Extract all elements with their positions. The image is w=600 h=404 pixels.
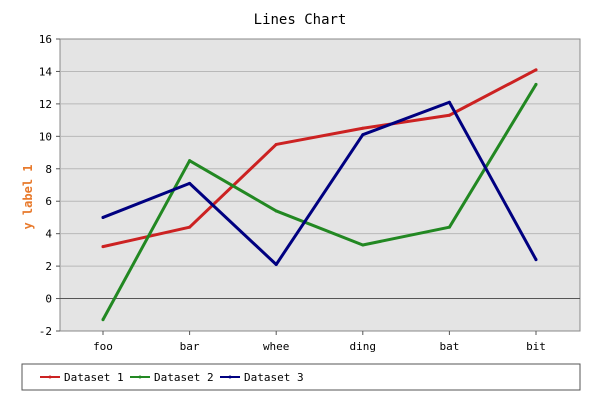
data-point [101, 318, 105, 322]
y-tick-label: 8 [45, 163, 52, 176]
x-tick-label: ding [350, 340, 377, 353]
series-line-3 [101, 100, 538, 266]
series-line-1 [101, 68, 538, 249]
legend-marker [48, 375, 52, 379]
y-tick-label: 4 [45, 228, 52, 241]
data-point [534, 82, 538, 86]
data-point [361, 126, 365, 130]
data-point [188, 225, 192, 229]
y-tick-label: 14 [39, 65, 53, 78]
data-point [101, 215, 105, 219]
axes: -2 0 2 4 6 8 10 12 14 16 foo bar whee ding bat bit [39, 33, 546, 353]
plot-area [59, 38, 581, 332]
x-tick-label: bar [180, 340, 200, 353]
data-point [447, 113, 451, 117]
y-tick-label: 16 [39, 33, 52, 46]
legend-marker [228, 375, 232, 379]
y-tick-label: 2 [45, 260, 52, 273]
y-tick-label: 12 [39, 98, 52, 111]
series-line-2 [101, 82, 538, 322]
x-tick-label: whee [263, 340, 290, 353]
y-tick-label: 6 [45, 195, 52, 208]
data-point [361, 133, 365, 137]
legend [21, 363, 581, 391]
x-tick-label: foo [93, 340, 113, 353]
x-tick-label: bat [439, 340, 459, 353]
data-point [188, 159, 192, 163]
data-point [101, 245, 105, 249]
x-tick-label: bit [526, 340, 546, 353]
data-point [534, 258, 538, 262]
y-tick-label: 0 [45, 293, 52, 306]
y-tick-label: -2 [39, 325, 52, 338]
data-point [361, 243, 365, 247]
data-point [188, 181, 192, 185]
data-point [274, 209, 278, 213]
data-point [447, 225, 451, 229]
data-point [274, 142, 278, 146]
chart-title: Lines Chart [254, 12, 347, 28]
legend-label: Dataset 2 [154, 371, 214, 384]
y-tick-label: 10 [39, 130, 52, 143]
data-point [534, 68, 538, 72]
series-lines [101, 68, 538, 322]
y-axis-label: y label 1 [21, 164, 35, 229]
data-point [274, 262, 278, 266]
legend-label: Dataset 1 [64, 371, 124, 384]
legend-marker [138, 375, 142, 379]
legend-entries: Dataset 1 Dataset 2 Dataset 3 [40, 371, 304, 384]
data-point [447, 100, 451, 104]
legend-label: Dataset 3 [244, 371, 304, 384]
